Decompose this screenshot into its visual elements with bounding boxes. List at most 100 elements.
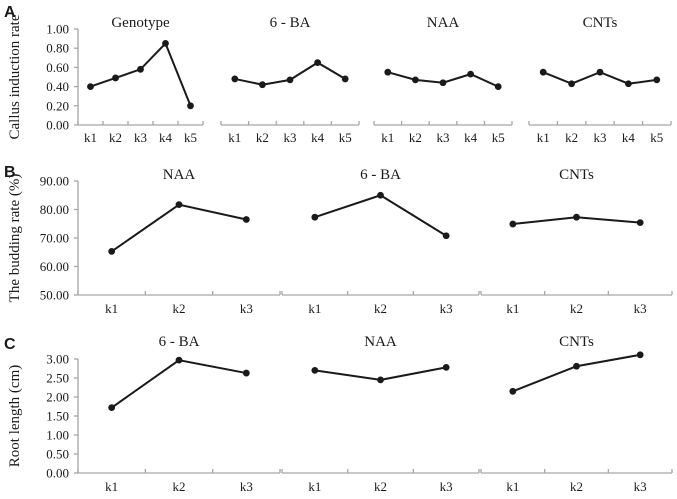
data-point	[636, 351, 644, 359]
y-tick-label: 1.00	[46, 428, 69, 443]
y-tick-label: 0.50	[46, 447, 69, 462]
y-tick-label: 2.50	[46, 371, 69, 386]
data-point	[175, 356, 183, 364]
data-point	[175, 201, 183, 209]
x-tick-label: k1	[537, 130, 550, 145]
y-tick-label: 90.00	[40, 174, 69, 189]
data-point	[311, 213, 319, 221]
x-tick-label: k1	[381, 130, 394, 145]
y-axis-title: Root length (cm)	[7, 365, 23, 467]
x-tick-label: k5	[492, 130, 505, 145]
data-line	[111, 359, 247, 409]
x-tick-label: k2	[409, 130, 422, 145]
data-point	[412, 76, 419, 84]
data-point	[573, 213, 580, 221]
data-point	[286, 76, 294, 84]
data-point	[494, 83, 502, 90]
x-tick-label: k1	[506, 479, 519, 494]
data-point	[439, 79, 447, 87]
x-tick-label: k1	[105, 479, 118, 494]
panel-letter: C	[4, 336, 16, 353]
data-point	[596, 68, 604, 76]
data-point	[187, 102, 194, 110]
panel-letter: B	[4, 164, 16, 181]
chart-title: CNTs	[583, 15, 618, 31]
x-tick-label: k4	[464, 130, 478, 145]
y-tick-label: 0.60	[46, 60, 69, 75]
x-tick-label: k1	[105, 301, 118, 316]
x-tick-label: k2	[570, 301, 583, 316]
x-tick-label: k3	[134, 130, 147, 145]
data-point	[242, 369, 250, 377]
x-tick-label: k3	[440, 479, 453, 494]
y-tick-label: 3.00	[46, 352, 69, 367]
data-point	[108, 404, 116, 412]
y-tick-label: 1.00	[46, 22, 69, 37]
y-axis-title: Callus induction rate	[7, 14, 23, 139]
data-line	[111, 203, 247, 253]
x-tick-label: k5	[650, 130, 663, 145]
data-point	[377, 376, 384, 384]
data-point	[311, 367, 319, 374]
data-point	[137, 65, 144, 73]
data-point	[442, 363, 450, 371]
x-tick-label: k4	[311, 130, 325, 145]
x-tick-label: k4	[622, 130, 636, 145]
x-tick-label: k2	[565, 130, 578, 145]
x-tick-label: k1	[308, 301, 321, 316]
x-tick-label: k2	[109, 130, 122, 145]
x-tick-label: k3	[437, 130, 450, 145]
data-point	[636, 219, 644, 227]
x-tick-label: k1	[506, 301, 519, 316]
y-tick-label: 0.00	[46, 118, 69, 133]
data-point	[509, 387, 517, 395]
panel-letter: A	[4, 4, 16, 21]
x-tick-label: k3	[240, 479, 253, 494]
data-point	[377, 191, 384, 199]
x-tick-label: k5	[339, 130, 352, 145]
data-point	[573, 362, 580, 370]
y-tick-label: 0.40	[46, 79, 69, 94]
y-tick-label: 60.00	[40, 259, 69, 274]
x-tick-label: k4	[159, 130, 173, 145]
y-tick-label: 0.20	[46, 98, 69, 113]
data-point	[539, 68, 547, 76]
data-point	[653, 76, 661, 84]
chart-title: 6 - BA	[270, 15, 311, 31]
x-tick-label: k2	[374, 479, 387, 494]
data-line	[512, 353, 641, 393]
data-point	[112, 74, 119, 82]
data-point	[108, 247, 116, 255]
x-tick-label: k2	[173, 301, 186, 316]
chart-title: CNTs	[559, 167, 594, 183]
data-point	[162, 40, 169, 47]
data-point	[341, 75, 349, 83]
y-axis-title: The budding rate (%)	[7, 174, 23, 303]
chart-title: 6 - BA	[159, 334, 200, 350]
data-point	[442, 232, 450, 240]
data-point	[259, 81, 266, 89]
x-tick-label: k3	[634, 479, 647, 494]
chart-title: 6 - BA	[360, 167, 401, 183]
x-tick-label: k3	[284, 130, 297, 145]
data-point	[242, 216, 250, 223]
y-tick-label: 50.00	[40, 288, 69, 303]
data-line	[90, 41, 192, 107]
y-tick-label: 2.00	[46, 390, 69, 405]
data-point	[231, 75, 239, 83]
x-tick-label: k2	[256, 130, 269, 145]
y-tick-label: 0.00	[46, 466, 69, 481]
x-tick-label: k3	[240, 301, 253, 316]
chart-title: Genotype	[111, 15, 170, 31]
x-tick-label: k5	[184, 130, 197, 145]
x-tick-label: k2	[570, 479, 583, 494]
panel-c-root-length: C Root length (cm) 3.00 2.50 2.00 1.50 1.00 0.5…	[4, 334, 673, 494]
x-tick-label: k3	[594, 130, 607, 145]
y-tick-label: 70.00	[40, 231, 69, 246]
x-tick-label: k1	[228, 130, 241, 145]
y-tick-label: 80.00	[40, 202, 69, 217]
data-point	[568, 80, 575, 88]
x-tick-label: k2	[374, 301, 387, 316]
